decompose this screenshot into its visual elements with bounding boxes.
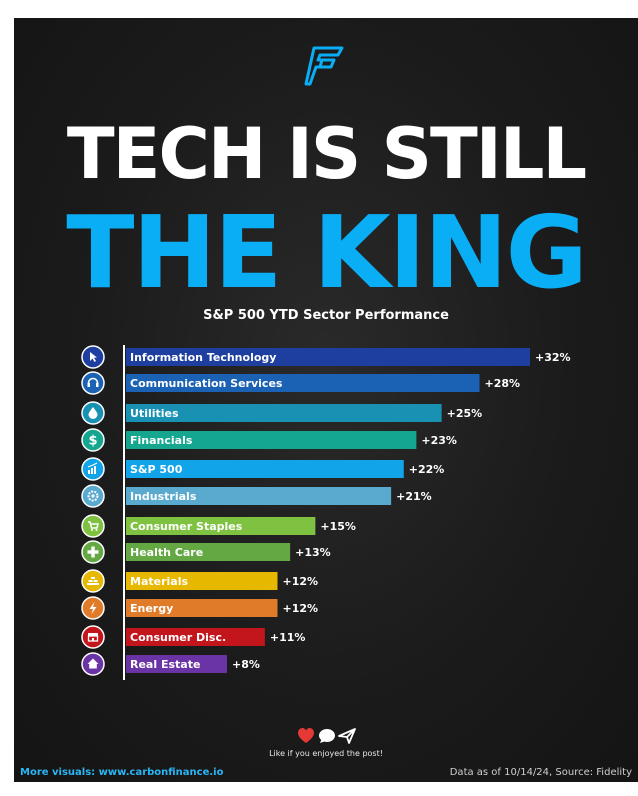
category-label-communication-services: Communication Services [130,377,283,390]
category-label-s-p-500: S&P 500 [130,463,183,476]
headphones-icon [81,371,105,395]
category-label-consumer-disc: Consumer Disc. [130,631,226,644]
value-label-consumer-disc: +11% [270,631,306,644]
value-label-real-estate: +8% [232,658,260,671]
value-label-utilities: +25% [447,407,483,420]
infographic-card: TECH IS STILL THE KING S&P 500 YTD Secto… [14,18,638,782]
value-label-financials: +23% [421,434,457,447]
chart-subtitle: S&P 500 YTD Sector Performance [203,308,449,323]
bar-health-care [126,543,291,561]
bar-information-technology [126,348,530,366]
svg-text:$: $ [88,434,97,449]
store-icon [81,625,105,649]
carbon-finance-logo-icon [304,46,344,86]
category-label-energy: Energy [130,602,173,615]
heart-icon[interactable] [298,728,314,743]
bar-materials [126,572,278,590]
value-label-materials: +12% [283,575,319,588]
cursor-icon [81,345,105,369]
value-label-consumer-staples: +15% [320,520,356,533]
value-label-industrials: +21% [396,490,432,503]
plus-icon [81,540,105,564]
title-line-2: THE KING [66,194,588,311]
layers-icon [81,569,105,593]
bar-s-p-500 [126,460,404,478]
category-label-information-technology: Information Technology [130,351,276,364]
category-label-consumer-staples: Consumer Staples [130,520,243,533]
bar-energy [126,599,278,617]
droplet-icon [81,401,105,425]
bar-chart-icon [81,457,105,481]
category-label-industrials: Industrials [130,490,197,503]
category-label-utilities: Utilities [130,407,179,420]
bar-communication-services [126,374,480,392]
house-icon [81,652,105,676]
bar-real-estate [126,655,227,673]
value-label-information-technology: +32% [535,351,571,364]
gear-icon [81,484,105,508]
send-icon[interactable] [338,728,356,744]
dollar-icon: $ [81,428,105,452]
title-line-1: TECH IS STILL [66,113,587,195]
comment-icon[interactable] [319,729,335,743]
value-label-energy: +12% [283,602,319,615]
engagement-prompt: Like if you enjoyed the post! [269,749,383,758]
bar-consumer-disc [126,628,265,646]
value-label-communication-services: +28% [485,377,521,390]
category-label-real-estate: Real Estate [130,658,200,671]
value-label-health-care: +13% [295,546,331,559]
sector-performance-chart: Information Technology +32% Communication … [81,345,571,680]
cart-icon [81,514,105,538]
lightning-icon [81,596,105,620]
category-label-financials: Financials [130,434,193,447]
category-label-materials: Materials [130,575,188,588]
bar-utilities [126,404,442,422]
bar-financials [126,431,417,449]
footer-website[interactable]: More visuals: www.carbonfinance.io [20,767,224,778]
bar-consumer-staples [126,517,316,535]
category-label-health-care: Health Care [130,546,203,559]
value-label-s-p-500: +22% [409,463,445,476]
bar-industrials [126,487,392,505]
footer-source: Data as of 10/14/24, Source: Fidelity [449,767,632,778]
social-icons [298,728,356,744]
